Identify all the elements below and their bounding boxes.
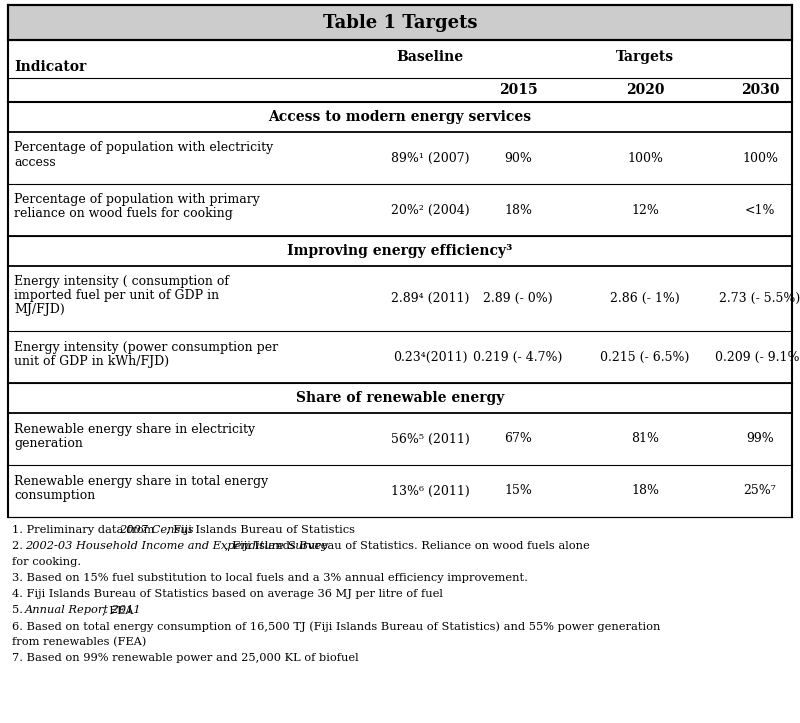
Text: 99%: 99%	[746, 432, 774, 445]
Text: 2007 Census: 2007 Census	[118, 525, 194, 535]
Text: 18%: 18%	[631, 484, 659, 497]
Text: 0.215 (- 6.5%): 0.215 (- 6.5%)	[600, 351, 690, 364]
Text: 12%: 12%	[631, 203, 659, 216]
Bar	[8, 5, 792, 40]
Text: Share of renewable energy: Share of renewable energy	[296, 391, 504, 405]
Bar	[8, 40, 792, 102]
Text: 7. Based on 99% renewable power and 25,000 KL of biofuel: 7. Based on 99% renewable power and 25,0…	[12, 653, 358, 663]
Text: 3. Based on 15% fuel substitution to local fuels and a 3% annual efficiency impr: 3. Based on 15% fuel substitution to loc…	[12, 573, 528, 583]
Text: unit of GDP in kWh/FJD): unit of GDP in kWh/FJD)	[14, 354, 169, 367]
Text: 2.89⁴ (2011): 2.89⁴ (2011)	[391, 292, 469, 305]
Text: 25%⁷: 25%⁷	[744, 484, 776, 497]
Text: Renewable energy share in electricity: Renewable energy share in electricity	[14, 422, 255, 435]
Text: 0.219 (- 4.7%): 0.219 (- 4.7%)	[474, 351, 562, 364]
Text: 90%: 90%	[504, 152, 532, 165]
Text: 1. Preliminary data from: 1. Preliminary data from	[12, 525, 158, 535]
Text: 81%: 81%	[631, 432, 659, 445]
Text: Indicator: Indicator	[14, 60, 86, 74]
Text: 18%: 18%	[504, 203, 532, 216]
Text: <1%: <1%	[745, 203, 775, 216]
Text: generation: generation	[14, 437, 83, 450]
Text: Percentage of population with electricity: Percentage of population with electricit…	[14, 142, 274, 155]
Text: Table 1 Targets: Table 1 Targets	[322, 14, 478, 32]
Text: 100%: 100%	[742, 152, 778, 165]
Text: Energy intensity ( consumption of: Energy intensity ( consumption of	[14, 275, 229, 288]
Text: Percentage of population with primary: Percentage of population with primary	[14, 194, 260, 207]
Text: 2.: 2.	[12, 541, 26, 551]
Text: Improving energy efficiency³: Improving energy efficiency³	[287, 244, 513, 258]
Text: Access to modern energy services: Access to modern energy services	[269, 110, 531, 124]
Text: 56%⁵ (2011): 56%⁵ (2011)	[390, 432, 470, 445]
Text: 100%: 100%	[627, 152, 663, 165]
Text: 2.86 (- 1%): 2.86 (- 1%)	[610, 292, 680, 305]
Text: 2015: 2015	[498, 83, 538, 97]
Text: access: access	[14, 155, 56, 168]
Text: 0.23⁴(2011): 0.23⁴(2011)	[393, 351, 467, 364]
Text: 15%: 15%	[504, 484, 532, 497]
Text: 89%¹ (2007): 89%¹ (2007)	[390, 152, 470, 165]
Text: 20%² (2004): 20%² (2004)	[390, 203, 470, 216]
Text: Baseline: Baseline	[397, 50, 463, 64]
Text: MJ/FJD): MJ/FJD)	[14, 303, 65, 316]
Text: 6. Based on total energy consumption of 16,500 TJ (Fiji Islands Bureau of Statis: 6. Based on total energy consumption of …	[12, 621, 660, 632]
Text: Energy intensity (power consumption per: Energy intensity (power consumption per	[14, 341, 278, 354]
Text: 2030: 2030	[741, 83, 779, 97]
Text: 0.209 (- 9.1%): 0.209 (- 9.1%)	[715, 351, 800, 364]
Text: 2020: 2020	[626, 83, 664, 97]
Text: consumption: consumption	[14, 489, 95, 502]
Text: Annual Report 2011: Annual Report 2011	[25, 605, 142, 615]
Text: 67%: 67%	[504, 432, 532, 445]
Text: from renewables (FEA): from renewables (FEA)	[12, 637, 146, 647]
Text: for cooking.: for cooking.	[12, 557, 81, 567]
Text: Renewable energy share in total energy: Renewable energy share in total energy	[14, 474, 268, 487]
Text: , FEA: , FEA	[102, 605, 133, 615]
Text: , Fiji Islands Bureau of Statistics. Reliance on wood fuels alone: , Fiji Islands Bureau of Statistics. Rel…	[226, 541, 590, 551]
Text: Targets: Targets	[616, 50, 674, 64]
Text: reliance on wood fuels for cooking: reliance on wood fuels for cooking	[14, 208, 233, 221]
Text: 2002-03 Household Income and Expenditure Survey: 2002-03 Household Income and Expenditure…	[25, 541, 327, 551]
Text: 4. Fiji Islands Bureau of Statistics based on average 36 MJ per litre of fuel: 4. Fiji Islands Bureau of Statistics bas…	[12, 589, 443, 599]
Text: imported fuel per unit of GDP in: imported fuel per unit of GDP in	[14, 289, 219, 302]
Text: , Fiji Islands Bureau of Statistics: , Fiji Islands Bureau of Statistics	[166, 525, 354, 535]
Text: 13%⁶ (2011): 13%⁶ (2011)	[390, 484, 470, 497]
Text: 2.73 (- 5.5%): 2.73 (- 5.5%)	[719, 292, 800, 305]
Text: 5.: 5.	[12, 605, 26, 615]
Text: 2.89 (- 0%): 2.89 (- 0%)	[483, 292, 553, 305]
